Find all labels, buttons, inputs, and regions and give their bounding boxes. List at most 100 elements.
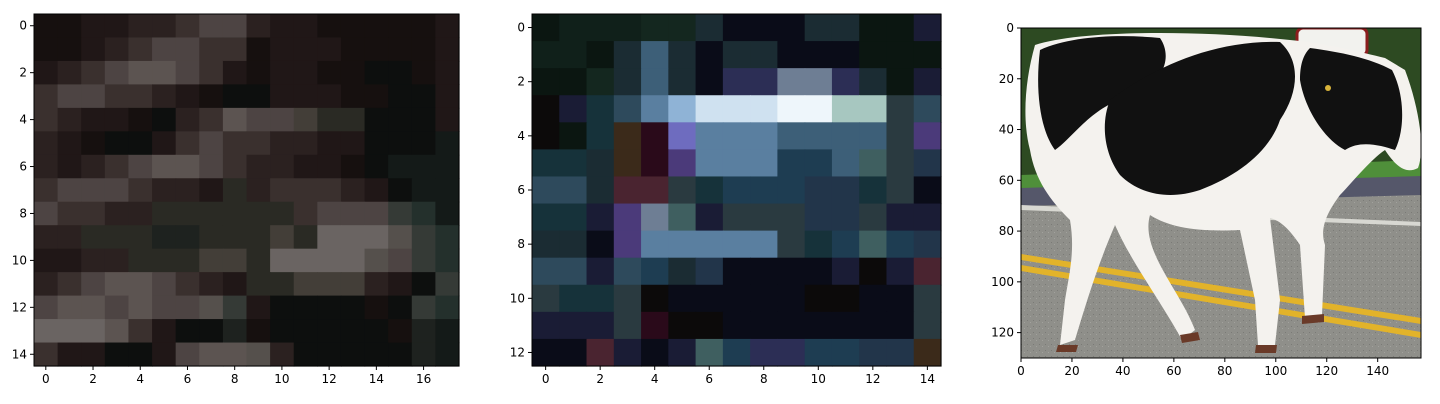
x-tick-label: 120 [1315,364,1338,378]
pixel-cell [777,284,806,313]
pixel-cell [317,154,342,179]
pixel-cell [695,311,724,340]
pixel-cell [317,295,342,320]
pixel-cell [246,37,271,62]
x-tick-label: 100 [1264,364,1287,378]
pixel-cell [886,338,915,367]
pixel-cell [777,14,806,42]
pixel-cell [435,131,460,156]
pixel-cell [222,107,248,132]
pixel-cell [152,248,177,273]
pixel-cell [175,154,200,179]
pixel-cell [388,178,413,203]
pixel-cell [695,338,724,367]
y-tick-label: 10 [12,253,27,267]
pixel-cell [199,84,224,109]
pixel-cell [641,122,669,150]
pixel-cell [722,122,751,150]
pixel-cell [128,225,153,250]
pixel-cell [364,342,389,367]
pixel-cell [270,107,295,132]
pixel-cell [388,248,413,273]
pixel-cell [859,311,888,340]
pixel-cell [668,338,697,367]
pixel-cell [435,201,460,226]
pixel-cell [411,201,436,226]
pixel-cell [435,37,460,62]
pixel-cell [222,201,248,226]
x-tick-label: 6 [705,372,713,386]
pixel-cell [175,319,200,344]
pixel-cell [586,338,615,367]
pixel-cell [804,176,833,205]
pixel-cell [340,84,366,109]
pixel-cell [104,131,130,156]
pixel-cell [270,14,295,39]
pixel-cell [777,257,806,286]
pixel-cell [613,68,642,96]
pixel-cell [435,319,460,344]
pixel-cell [722,41,751,69]
x-tick-label: 16 [416,372,431,386]
pixel-cell [668,230,697,259]
pixel-cell [750,41,778,69]
pixel-cell [128,84,153,109]
pixel-cell [340,319,366,344]
pixel-cell [81,37,106,62]
pixel-cell [831,122,860,150]
pixel-grid-1-cells [34,14,460,367]
pixel-cell [750,284,778,313]
pixel-cell [668,311,697,340]
pixel-cell [913,149,942,178]
pixel-cell [364,37,389,62]
pixel-cell [388,272,413,297]
pixel-cell [199,272,224,297]
pixel-grid-panel-2: 0 2 4 6 8 10 12 14 0 2 4 6 8 10 12 [510,13,942,386]
pixel-cell [859,284,888,313]
pixel-cell [340,272,366,297]
pixel-cell [411,14,436,39]
pixel-cell [152,342,177,367]
pixel-grid-panel-1: 0 2 4 6 8 10 12 14 16 0 2 4 6 8 10 12 14 [12,13,460,386]
pixel-cell [222,84,248,109]
pixel-cell [886,284,915,313]
pixel-cell [886,176,915,205]
pixel-cell [668,41,697,69]
pixel-cell [532,176,560,205]
pixel-cell [532,122,560,150]
pixel-cell [831,311,860,340]
pixel-cell [695,257,724,286]
pixel-cell [388,201,413,226]
pixel-cell [886,41,915,69]
x-ticks-1: 0 2 4 6 8 10 12 14 16 [42,366,431,386]
pixel-cell [128,60,153,85]
pixel-cell [364,131,389,156]
pixel-cell [222,131,248,156]
pixel-cell [57,319,82,344]
y-tick-label: 8 [517,237,525,251]
pixel-cell [293,60,318,85]
pixel-cell [246,342,271,367]
pixel-cell [435,248,460,273]
pixel-cell [364,14,389,39]
pixel-cell [859,230,888,259]
pixel-cell [57,178,82,203]
pixel-cell [317,131,342,156]
pixel-cell [57,248,82,273]
pixel-cell [317,319,342,344]
x-tick-label: 4 [651,372,659,386]
pixel-cell [695,149,724,178]
pixel-cell [152,154,177,179]
pixel-cell [777,149,806,178]
pixel-cell [804,257,833,286]
pixel-cell [270,37,295,62]
pixel-cell [641,311,669,340]
pixel-cell [364,225,389,250]
pixel-cell [722,203,751,232]
pixel-cell [668,203,697,232]
pixel-cell [199,60,224,85]
pixel-cell [804,203,833,232]
pixel-cell [104,154,130,179]
pixel-cell [222,225,248,250]
pixel-cell [270,319,295,344]
